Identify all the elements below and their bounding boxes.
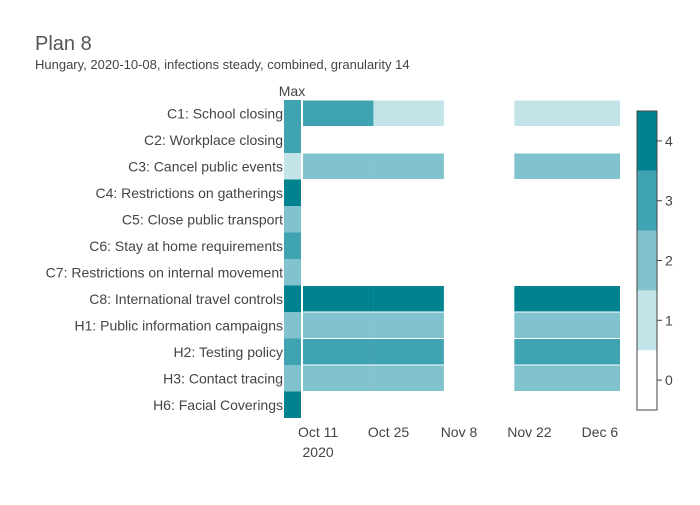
colorbar-tick-label: 1 (665, 312, 673, 328)
colorbar-tick-label: 4 (665, 133, 673, 149)
heatmap-cell (303, 286, 374, 312)
heatmap-cell (373, 286, 444, 312)
max-cell (284, 153, 301, 180)
colorbar-tick-label: 2 (665, 253, 673, 269)
colorbar-segment (637, 111, 657, 171)
heatmap-cell (303, 312, 374, 338)
row-label: H3: Contact tracing (163, 370, 283, 386)
row-label: H1: Public information campaigns (74, 317, 283, 333)
colorbar-tick-label: 0 (665, 372, 673, 388)
row-label: H2: Testing policy (174, 344, 283, 360)
colorbar-segment (637, 170, 657, 231)
max-cell (284, 232, 301, 259)
max-cell (284, 312, 301, 339)
heatmap-cell (514, 339, 620, 365)
row-label: H6: Facial Coverings (153, 397, 283, 413)
x-tick-sublabel: 2020 (303, 444, 334, 460)
colorbar-tick-label: 3 (665, 193, 673, 209)
colorbar: 0 1 2 3 4 (636, 110, 673, 411)
row-label: C7: Restrictions on internal movement (46, 264, 283, 280)
row-label: C6: Stay at home requirements (89, 238, 283, 254)
row-label: C5: Close public transport (122, 211, 283, 227)
max-cell (284, 179, 301, 206)
heatmap-cell (373, 100, 444, 126)
max-cell (284, 126, 301, 153)
max-column (284, 100, 301, 418)
x-tick-label: Oct 11 (298, 424, 338, 440)
heatmap-cell (373, 339, 444, 365)
heatmap-cell (373, 365, 444, 391)
heatmap-cell (514, 100, 620, 126)
x-tick-label: Nov 8 (441, 424, 478, 440)
chart-title: Plan 8 (35, 33, 92, 55)
heatmap-cell (514, 286, 620, 312)
chart-subtitle: Hungary, 2020-10-08, infections steady, … (35, 57, 410, 72)
heatmap-cell (514, 312, 620, 338)
max-column-label: Max (279, 83, 305, 99)
max-cell (284, 365, 301, 392)
heatmap-cell (514, 153, 620, 179)
row-labels: C1: School closing C2: Workplace closing C… (46, 105, 283, 413)
row-label: C2: Workplace closing (144, 132, 283, 148)
heatmap-cell (514, 365, 620, 391)
max-cell (284, 285, 301, 312)
row-label: C4: Restrictions on gatherings (95, 185, 283, 201)
max-cell (284, 338, 301, 365)
heatmap-cell (303, 153, 374, 179)
heatmap-cells (303, 100, 620, 391)
heatmap-cell (303, 339, 374, 365)
row-label: C8: International travel controls (89, 291, 283, 307)
row-label: C3: Cancel public events (128, 158, 283, 174)
x-tick-label: Oct 25 (368, 424, 409, 440)
max-cell (284, 391, 301, 418)
heatmap-cell (303, 100, 374, 126)
row-label: C1: School closing (167, 105, 283, 121)
heatmap-cell (303, 365, 374, 391)
max-cell (284, 259, 301, 286)
max-cell (284, 100, 301, 127)
heatmap-cell (373, 312, 444, 338)
max-cell (284, 206, 301, 233)
x-tick-label: Nov 22 (507, 424, 552, 440)
colorbar-segment (637, 230, 657, 291)
x-tick-label: Dec 6 (582, 424, 619, 440)
colorbar-segment (637, 350, 657, 410)
colorbar-segment (637, 290, 657, 351)
x-axis: Oct 11 2020 Oct 25 Nov 8 Nov 22 Dec 6 (298, 424, 618, 460)
heatmap-cell (373, 153, 444, 179)
